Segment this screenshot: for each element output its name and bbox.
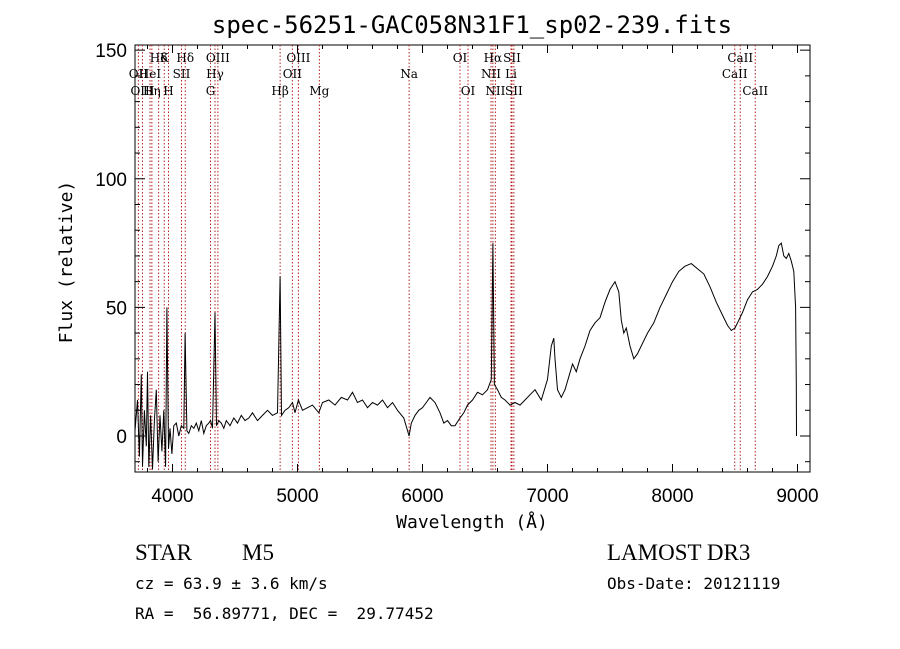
spectral-line-label: Hα bbox=[484, 51, 503, 65]
coordinates-text: RA = 56.89771, DEC = 29.77452 bbox=[135, 604, 434, 623]
flux-series-line bbox=[134, 242, 797, 470]
spectral-line-label: CaII bbox=[727, 51, 753, 65]
redshift-text: cz = 63.9 ± 3.6 km/s bbox=[135, 574, 328, 593]
y-tick-label: 100 bbox=[95, 170, 127, 191]
spectral-line-label: SII bbox=[503, 51, 521, 65]
chart-title: spec-56251-GAC058N31F1_sp02-239.fits bbox=[212, 11, 732, 39]
object-class: STAR bbox=[135, 540, 192, 565]
obs-date-text: Obs-Date: 20121119 bbox=[607, 574, 781, 593]
y-tick-label: 50 bbox=[106, 298, 127, 319]
spectral-line-label: Li bbox=[505, 67, 517, 81]
spectral-line-label: Hδ bbox=[176, 51, 194, 65]
spectral-line-label: K bbox=[160, 51, 170, 65]
spectral-line-label: SII bbox=[505, 84, 523, 98]
x-tick-label: 6000 bbox=[401, 486, 443, 507]
spectral-line-label: G bbox=[206, 84, 216, 98]
axis-ticks bbox=[135, 45, 810, 472]
survey-name: LAMOST DR3 bbox=[607, 540, 751, 565]
y-axis-label: Flux (relative) bbox=[56, 181, 77, 344]
spectral-line-label: Hγ bbox=[206, 67, 224, 81]
x-tick-label: 9000 bbox=[776, 486, 818, 507]
spectral-line-label: CaII bbox=[742, 84, 768, 98]
axis-tick-labels: 4000 5000 6000 7000 8000 9000 0 50 100 150 bbox=[95, 41, 818, 507]
x-axis-label: Wavelength (Å) bbox=[396, 511, 548, 533]
spectral-line-label: CaII bbox=[722, 67, 748, 81]
spectral-line-label: HeI bbox=[139, 67, 162, 81]
object-subclass: M5 bbox=[242, 540, 274, 565]
spectral-line-label: OI bbox=[461, 84, 476, 98]
spectral-line-label: OII bbox=[283, 67, 303, 81]
spectral-line-label: NII bbox=[481, 67, 501, 81]
spectral-line-label: OIII bbox=[130, 84, 154, 98]
spectral-line-label: H bbox=[163, 84, 173, 98]
spectral-line-label: Hβ bbox=[271, 84, 288, 98]
spectral-line-label: Hδ bbox=[150, 51, 168, 65]
spectral-line-label: Na bbox=[400, 67, 418, 81]
spectral-line-label: OII bbox=[129, 67, 149, 81]
spectral-line-label: OI bbox=[453, 51, 468, 65]
spectral-line-label: OIII bbox=[286, 51, 310, 65]
spectral-line-label: NII bbox=[485, 84, 505, 98]
y-tick-label: 0 bbox=[116, 427, 127, 448]
spectral-line-label: Mg bbox=[309, 84, 329, 98]
spectral-line-markers bbox=[137, 45, 756, 472]
spectral-line-label: Hη bbox=[143, 84, 161, 98]
spectral-line-label: OIII bbox=[206, 51, 230, 65]
y-tick-label: 150 bbox=[95, 41, 127, 62]
x-tick-label: 8000 bbox=[651, 486, 693, 507]
x-tick-label: 4000 bbox=[151, 486, 193, 507]
x-tick-label: 7000 bbox=[526, 486, 568, 507]
x-tick-label: 5000 bbox=[276, 486, 318, 507]
plot-frame bbox=[134, 44, 811, 473]
spectral-line-label: SII bbox=[173, 67, 191, 81]
